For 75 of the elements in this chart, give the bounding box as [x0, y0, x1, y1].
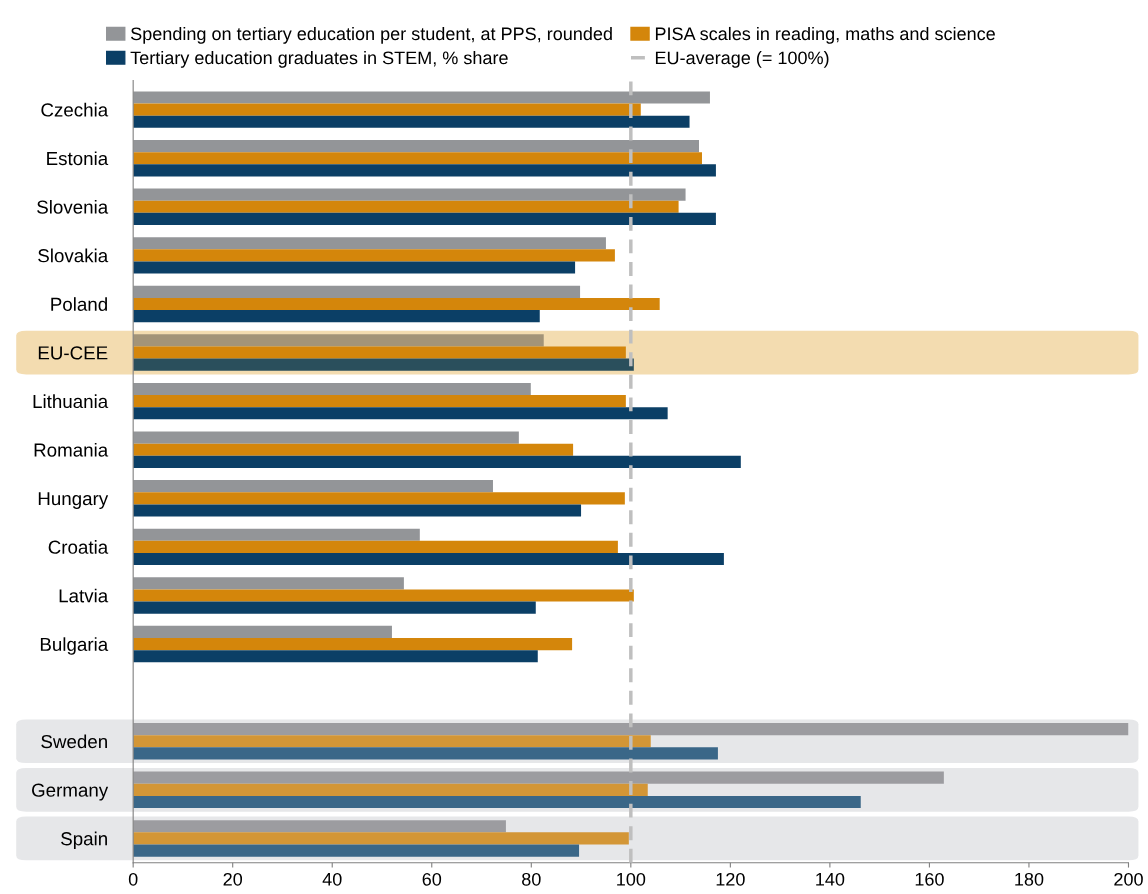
bar — [133, 188, 686, 201]
bar — [133, 395, 626, 408]
y-tick-label: Estonia — [47, 151, 109, 166]
y-tick-label: Sweden — [41, 734, 107, 749]
bar — [133, 747, 718, 760]
bar — [133, 358, 634, 371]
bar — [133, 297, 660, 311]
y-tick-label: Lithuania — [33, 394, 109, 409]
bar — [133, 820, 506, 833]
legend-label: PISA scales in reading, maths and science — [655, 26, 995, 44]
y-tick-label: Slovenia — [37, 199, 109, 214]
y-tick-label: Bulgaria — [40, 637, 109, 655]
bar — [133, 91, 710, 104]
legend-label: EU-average (= 100%) — [655, 50, 829, 68]
bar — [133, 723, 1129, 736]
bar — [133, 152, 702, 165]
bar — [133, 638, 573, 651]
bar — [133, 261, 576, 274]
y-tick-label: Hungary — [38, 492, 109, 509]
x-tick-label: 20 — [223, 872, 243, 886]
bar — [133, 492, 625, 505]
bar — [133, 200, 679, 213]
bar — [133, 771, 944, 784]
bar — [133, 334, 544, 347]
bar — [133, 650, 538, 663]
bar — [133, 455, 741, 468]
bar — [133, 625, 392, 638]
x-tick-label: 60 — [422, 872, 442, 886]
bar — [133, 528, 420, 541]
y-tick-label: Germany — [32, 783, 109, 801]
x-tick-label: 0 — [128, 872, 138, 886]
bar — [133, 431, 519, 444]
bar — [133, 115, 690, 128]
bar — [133, 103, 641, 116]
x-tick-label: 160 — [915, 872, 944, 886]
legend-label: Spending on tertiary education per student, at PPS, rounded — [130, 26, 612, 44]
bar — [133, 310, 540, 323]
bar — [133, 504, 582, 517]
y-tick-label: EU-CEE — [38, 346, 108, 360]
bar — [133, 783, 648, 796]
x-tick-label: 40 — [322, 872, 342, 886]
bar — [133, 249, 615, 262]
bar — [133, 237, 606, 250]
y-tick-label: Romania — [34, 442, 109, 457]
bar — [133, 480, 493, 493]
bar — [133, 443, 574, 456]
bar — [133, 540, 618, 553]
legend-label: Tertiary education graduates in STEM, % share — [130, 50, 508, 68]
y-tick-label: Latvia — [59, 588, 109, 603]
y-tick-label: Spain — [61, 831, 107, 850]
x-tick-label: 120 — [716, 872, 745, 886]
bar — [133, 139, 700, 153]
bar — [133, 212, 716, 226]
y-tick-label: Poland — [51, 297, 107, 311]
x-tick-label: 140 — [816, 872, 845, 886]
bar — [133, 552, 724, 566]
bar — [133, 407, 668, 420]
bar — [133, 577, 404, 590]
x-tick-label: 180 — [1015, 872, 1044, 886]
bar — [133, 832, 629, 845]
bar — [133, 795, 861, 809]
bar — [133, 164, 716, 177]
bar — [133, 601, 536, 614]
bar — [133, 844, 580, 857]
x-tick-label: 200 — [1114, 872, 1143, 886]
bar — [133, 346, 626, 359]
y-tick-label: Czechia — [41, 102, 109, 117]
y-tick-label: Slovakia — [38, 248, 109, 263]
x-tick-label: 100 — [617, 872, 646, 886]
x-tick-label: 80 — [522, 872, 541, 886]
bar — [133, 285, 581, 298]
bar — [133, 589, 634, 602]
bar — [133, 382, 531, 396]
bar — [133, 735, 651, 748]
y-tick-label: Croatia — [48, 540, 109, 554]
